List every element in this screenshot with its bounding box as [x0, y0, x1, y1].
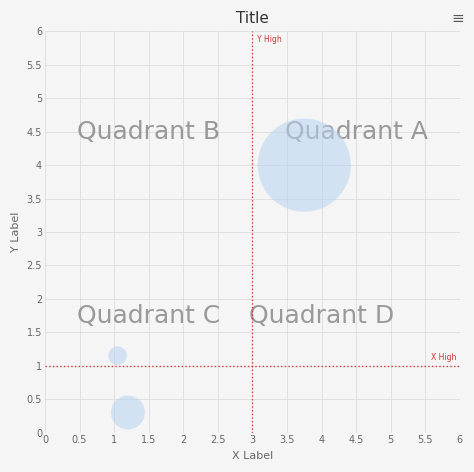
X-axis label: X Label: X Label: [232, 451, 273, 461]
Point: [114, 352, 121, 360]
Point: [124, 409, 132, 416]
Text: Quadrant C: Quadrant C: [77, 303, 220, 328]
Title: Title: Title: [236, 11, 269, 26]
Text: Quadrant A: Quadrant A: [284, 120, 428, 143]
Text: Y High: Y High: [256, 35, 281, 44]
Y-axis label: Y Label: Y Label: [11, 212, 21, 252]
Text: ≡: ≡: [452, 11, 465, 26]
Point: [301, 161, 308, 169]
Text: Quadrant B: Quadrant B: [77, 120, 220, 143]
Text: X High: X High: [431, 353, 456, 362]
Text: Quadrant D: Quadrant D: [249, 303, 394, 328]
